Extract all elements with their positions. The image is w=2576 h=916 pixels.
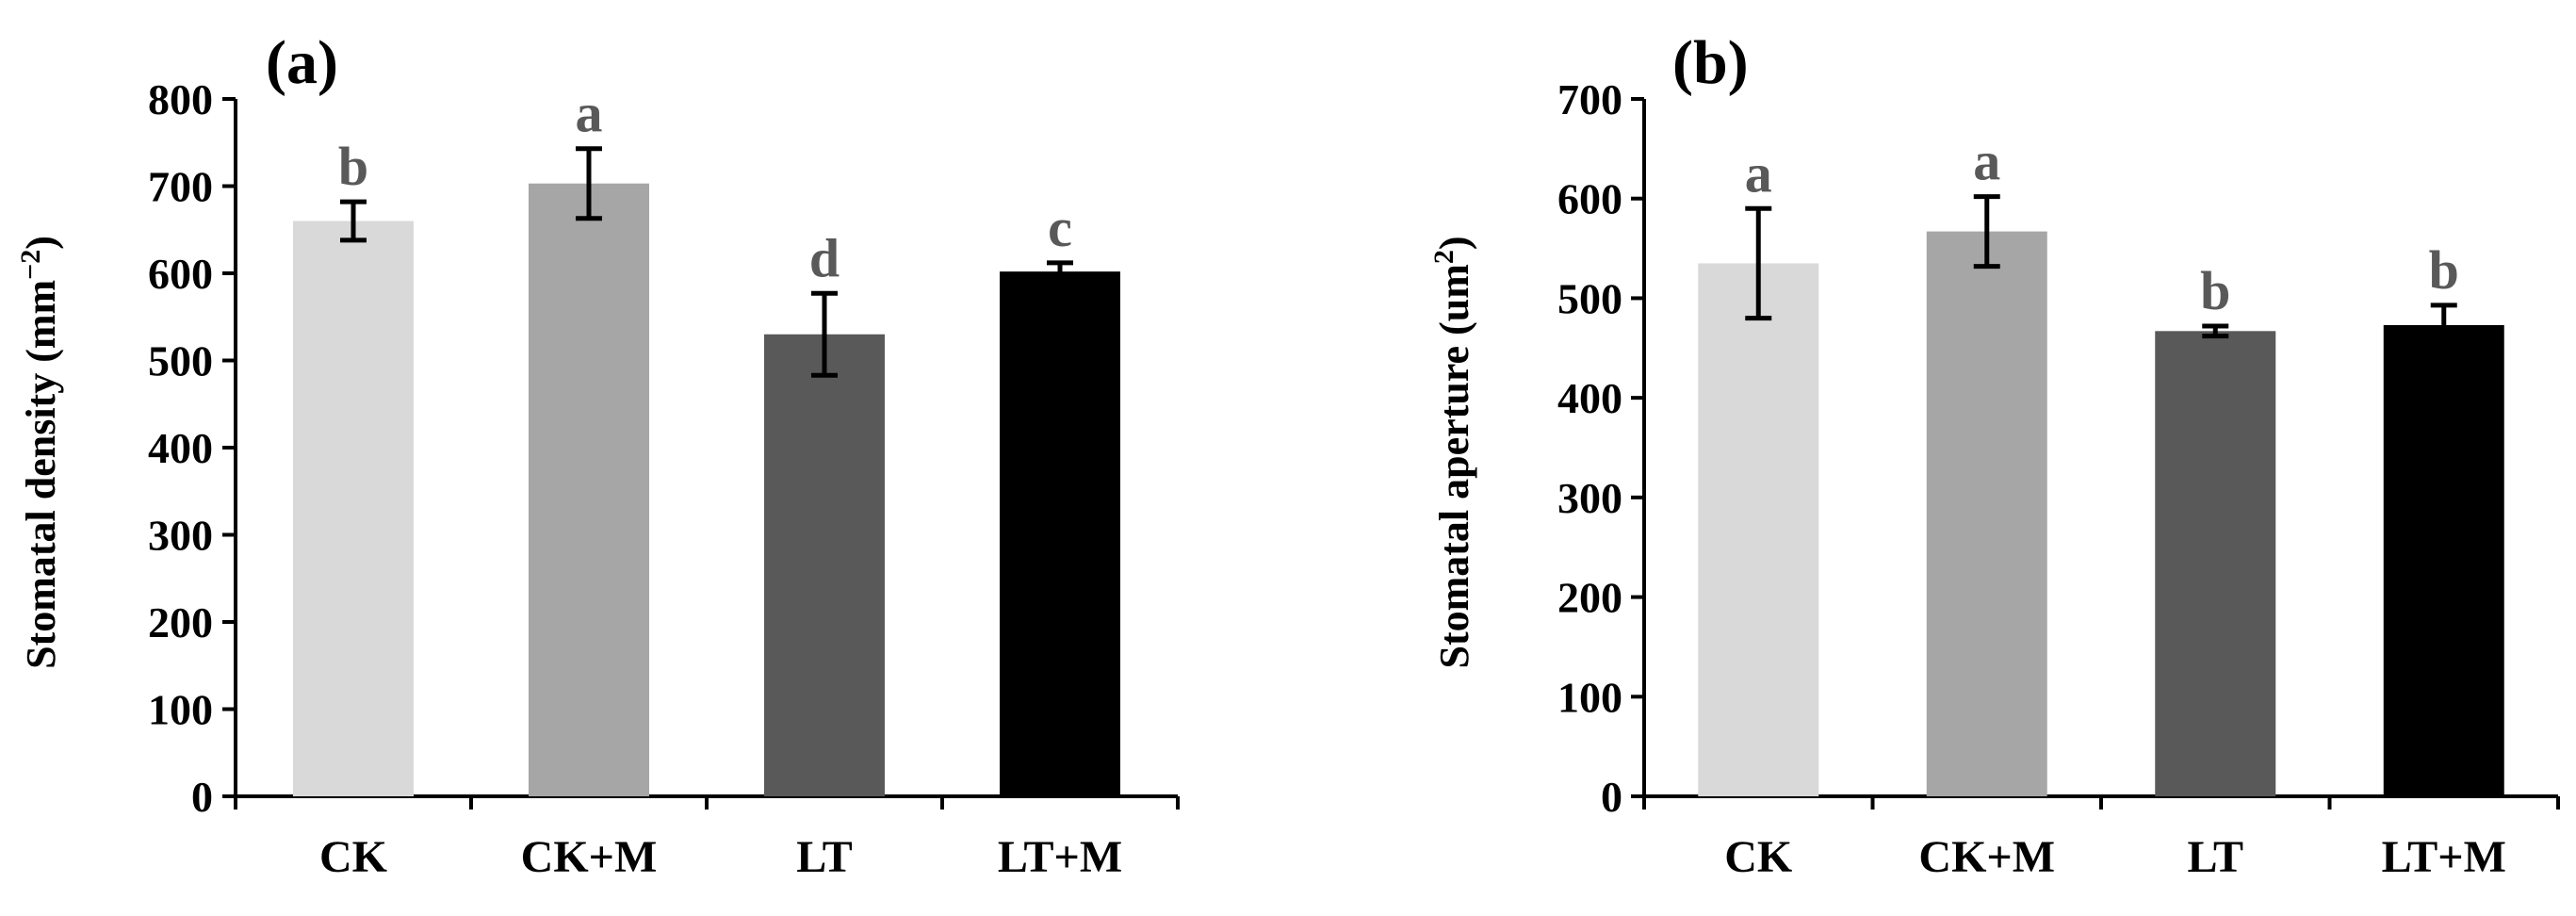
x-category-label-b-0: CK [1724, 832, 1792, 882]
y-tick-label-a: 0 [191, 773, 213, 821]
significance-label-a-1: a [576, 83, 603, 144]
bar-a-0 [293, 221, 414, 796]
panel-label-a: (a) [266, 28, 338, 97]
x-category-label-a-0: CK [319, 832, 387, 882]
y-tick-label-b: 200 [1557, 574, 1622, 622]
y-tick-label-a: 300 [148, 512, 213, 560]
y-tick-label-a: 600 [148, 250, 213, 298]
significance-label-a-2: d [809, 227, 840, 288]
bar-b-0 [1698, 263, 1819, 796]
bar-b-1 [1926, 231, 2047, 797]
y-axis-title-b-end: ) [1431, 237, 1477, 251]
y-axis-title-a: Stomatal density (mm−2) [15, 236, 64, 669]
bar-a-3 [1000, 271, 1120, 796]
y-tick-label-a: 500 [148, 337, 213, 385]
y-tick-label-a: 800 [148, 75, 213, 123]
y-tick-label-b: 600 [1557, 175, 1622, 223]
bar-b-2 [2155, 331, 2276, 796]
significance-label-b-2: b [2200, 260, 2230, 321]
panel-label-b: (b) [1672, 28, 1749, 97]
plot-area-a: 0 100 200 300 400 500 600 700 800 b CK a CK+M d LT c LT+… [148, 75, 1180, 882]
y-tick-label-b: 500 [1557, 274, 1622, 322]
significance-label-b-0: a [1745, 142, 1772, 204]
y-tick-label-b: 400 [1557, 374, 1622, 422]
y-tick-label-a: 400 [148, 424, 213, 472]
bar-a-2 [764, 334, 885, 796]
y-tick-label-a: 700 [148, 163, 213, 211]
y-tick-label-a: 200 [148, 598, 213, 646]
y-tick-label-b: 700 [1557, 75, 1622, 123]
x-category-label-b-3: LT+M [2382, 832, 2506, 882]
y-axis-title-a-unit-superscript: −2 [15, 250, 46, 280]
y-axis-title-b-main: Stomatal aperture (um [1431, 264, 1477, 668]
y-axis-title-a-main: Stomatal density (mm [18, 280, 64, 669]
y-tick-label-b: 0 [1601, 773, 1622, 821]
y-axis-title-b: Stomatal aperture (um2) [1428, 237, 1477, 669]
panel-a-stomatal-density: (a) Stomatal density (mm−2) 0 100 200 300 40… [15, 28, 1180, 882]
y-tick-label-b: 300 [1557, 474, 1622, 522]
bar-b-3 [2383, 324, 2504, 796]
significance-label-b-3: b [2429, 239, 2459, 301]
significance-label-a-0: b [338, 136, 368, 197]
y-tick-label-b: 100 [1557, 673, 1622, 721]
x-category-label-a-2: LT [796, 832, 853, 882]
y-axis-title-b-unit-superscript: 2 [1428, 250, 1459, 264]
panel-b-stomatal-aperture: (b) Stomatal aperture (um2) 0 100 200 300 40… [1428, 28, 2560, 882]
x-category-label-b-2: LT [2187, 832, 2243, 882]
x-category-label-a-3: LT+M [998, 832, 1122, 882]
significance-label-b-1: a [1973, 131, 2000, 192]
bar-a-1 [529, 183, 649, 797]
y-tick-label-a: 100 [148, 686, 213, 734]
x-category-label-a-1: CK+M [521, 832, 658, 882]
x-category-label-b-1: CK+M [1918, 832, 2055, 882]
plot-area-b: 0 100 200 300 400 500 600 700 a CK a CK+M b LT b LT+M [1557, 75, 2560, 882]
significance-label-a-3: c [1048, 197, 1072, 258]
y-axis-title-a-end: ) [18, 236, 64, 250]
